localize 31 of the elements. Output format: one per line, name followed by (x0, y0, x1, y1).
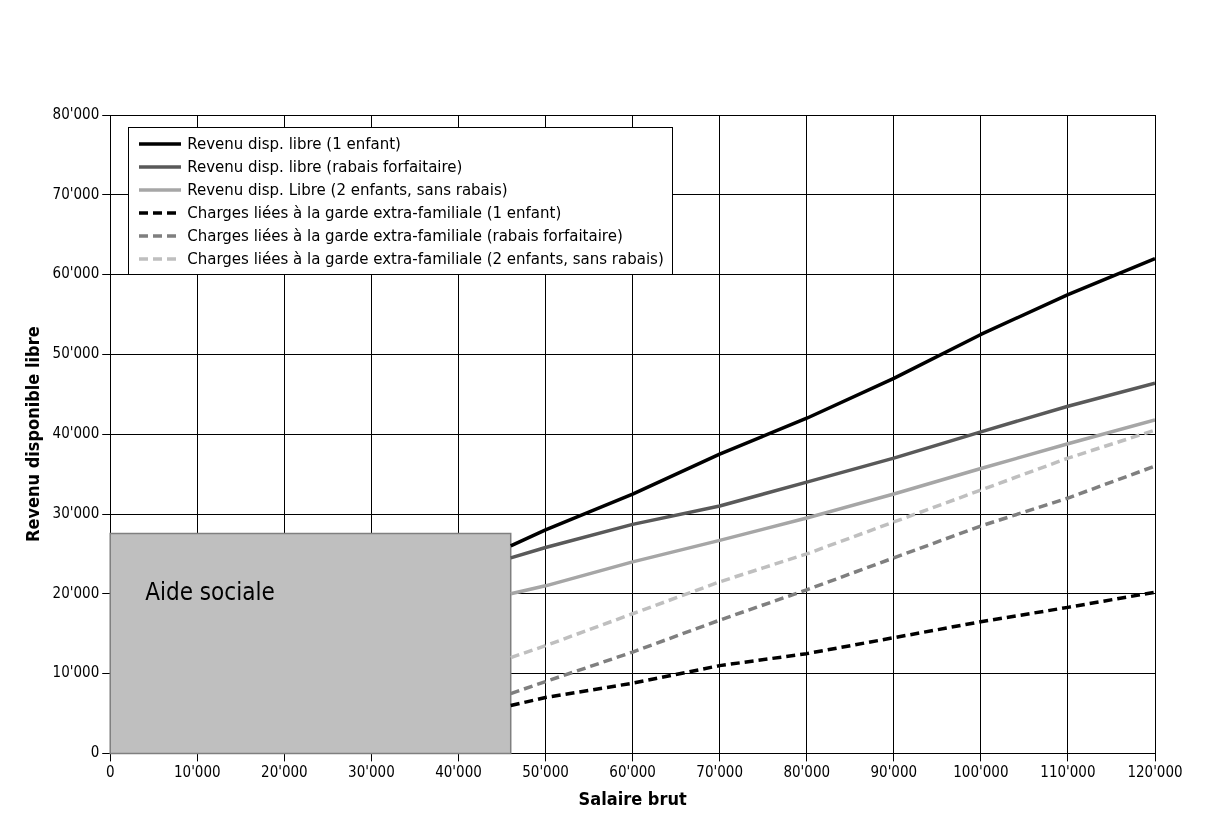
x-tick-label: 110'000 (1040, 763, 1096, 782)
x-tick-label: 40'000 (435, 763, 482, 782)
y-tick-label: 0 (90, 743, 100, 762)
legend-label: Revenu disp. libre (1 enfant) (187, 134, 401, 153)
x-axis-title: Salaire brut (578, 787, 687, 809)
x-tick-label: 80'000 (783, 763, 831, 782)
y-tick-label: 70'000 (52, 184, 100, 203)
y-axis-title: Revenu disponible libre (22, 326, 44, 543)
y-tick-label: 80'000 (52, 104, 100, 123)
legend-label: Charges liées à la garde extra-familiale (1 enfant) (187, 203, 562, 222)
legend-label: Revenu disp. libre (rabais forfaitaire) (187, 157, 463, 176)
x-tick-label: 20'000 (261, 763, 308, 782)
x-tick-label: 120'000 (1127, 763, 1183, 782)
x-tick-label: 60'000 (609, 763, 656, 782)
y-tick-label: 20'000 (52, 583, 100, 602)
y-tick-label: 10'000 (52, 663, 100, 682)
x-tick-label: 30'000 (348, 763, 395, 782)
x-tick-label: 10'000 (173, 763, 221, 782)
x-tick-label: 70'000 (696, 763, 743, 782)
y-tick-label: 60'000 (52, 264, 100, 283)
x-tick-label: 0 (105, 763, 115, 782)
x-tick-label: 50'000 (522, 763, 569, 782)
y-tick-label: 30'000 (52, 503, 100, 522)
y-tick-label: 40'000 (52, 424, 100, 443)
legend-label: Charges liées à la garde extra-familiale (2 enfants, sans rabais) (187, 249, 664, 268)
band-label: Aide sociale (145, 577, 275, 606)
legend-label: Revenu disp. Libre (2 enfants, sans rabais) (187, 180, 508, 199)
y-tick-label: 50'000 (52, 344, 100, 363)
x-tick-label: 90'000 (870, 763, 918, 782)
x-tick-label: 100'000 (953, 763, 1009, 782)
legend-label: Charges liées à la garde extra-familiale (rabais forfaitaire) (187, 226, 623, 245)
